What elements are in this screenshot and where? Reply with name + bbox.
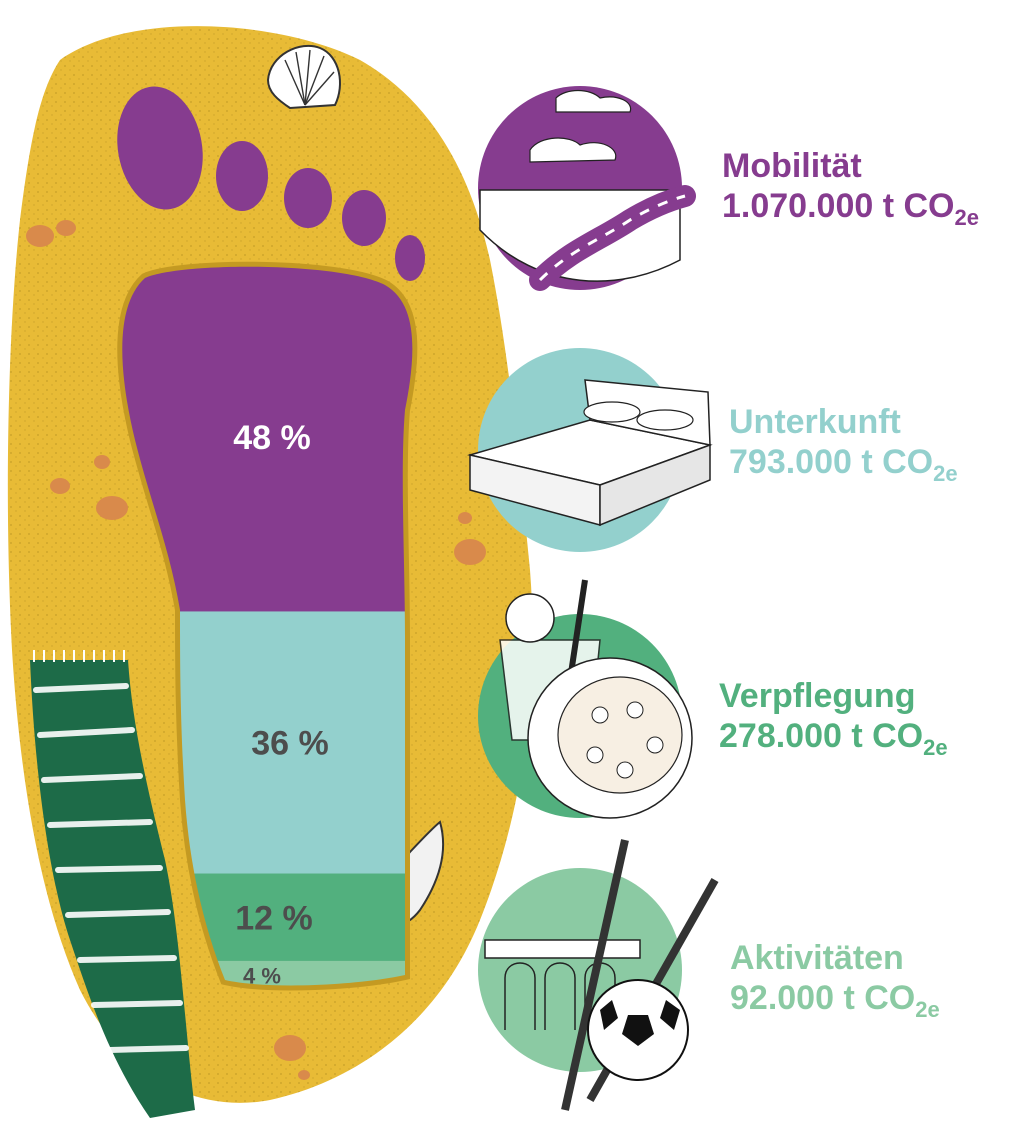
legend-activities: Aktivitäten 92.000 t CO2e	[730, 938, 940, 1023]
legend-catering: Verpflegung 278.000 t CO2e	[719, 676, 948, 761]
percentage-label: 48 %	[233, 419, 311, 457]
legend-name: Verpflegung	[719, 677, 916, 715]
toe-prints	[117, 86, 425, 281]
segment-1	[122, 266, 413, 612]
percentage-label: 4 %	[243, 963, 281, 988]
sports-icon	[478, 839, 719, 1111]
percentage-label: 36 %	[251, 725, 329, 763]
legend-name: Mobilität	[722, 147, 862, 185]
food-drink-icon	[478, 579, 693, 819]
beach-towel-icon	[30, 650, 195, 1118]
legend-mobility: Mobilität 1.070.000 t CO2e	[722, 146, 979, 231]
pebbles	[26, 220, 486, 1080]
legend-accommodation: Unterkunft 793.000 t CO2e	[729, 402, 958, 487]
scallop-shell-icon	[266, 44, 341, 110]
category-icons	[467, 86, 719, 1111]
legend-name: Aktivitäten	[730, 939, 904, 977]
bed-icon	[467, 348, 713, 552]
legend-value: 278.000 t CO2e	[719, 717, 948, 761]
legend-name: Unterkunft	[729, 403, 901, 441]
legend-value: 793.000 t CO2e	[729, 443, 958, 487]
percentage-labels: 48 % 36 % 12 % 4 %	[233, 419, 329, 988]
road-icon	[478, 86, 696, 291]
legend-value: 1.070.000 t CO2e	[722, 187, 979, 231]
percentage-label: 12 %	[235, 899, 313, 937]
footprint-segments	[122, 266, 413, 986]
legend-value: 92.000 t CO2e	[730, 979, 940, 1023]
